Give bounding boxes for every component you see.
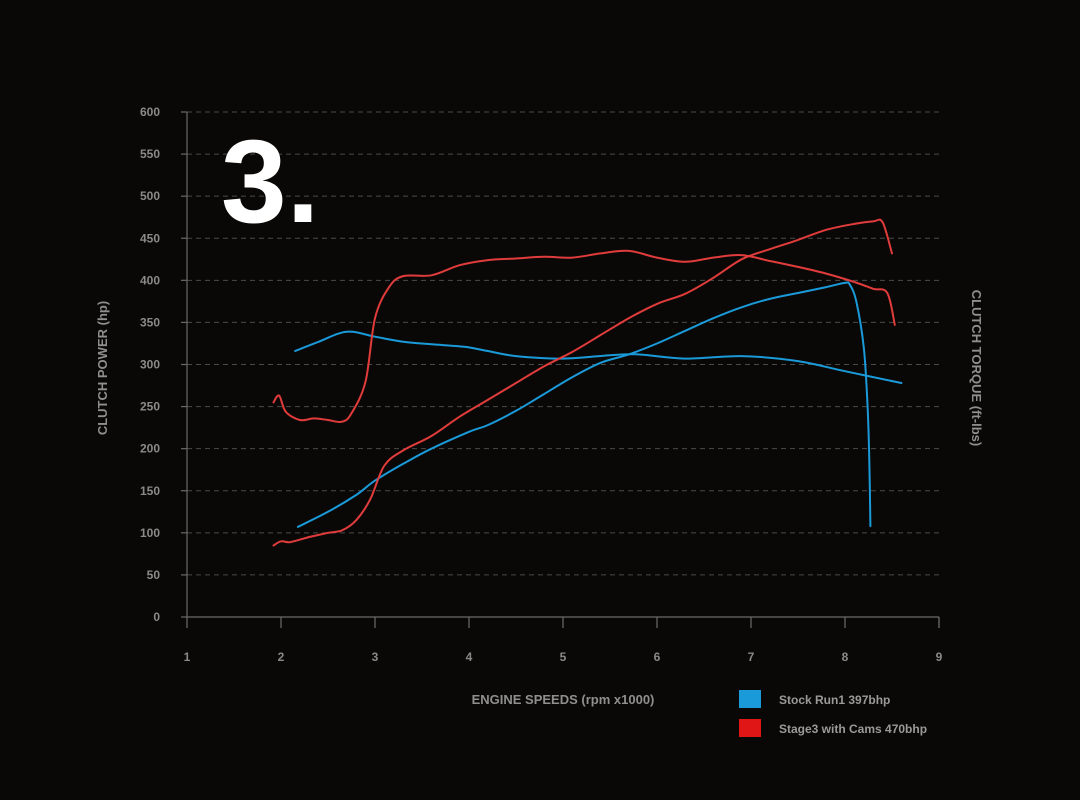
y-tick-label: 550 <box>140 147 160 161</box>
x-tick-label: 3 <box>372 650 379 664</box>
series-line-1 <box>294 330 903 384</box>
series-line-3 <box>272 249 896 424</box>
legend: Stock Run1 397bhp Stage3 with Cams 470bh… <box>739 690 927 737</box>
brand-logo: 3. <box>221 116 319 248</box>
y-tick-label: 200 <box>140 442 160 456</box>
x-tick-label: 7 <box>748 650 755 664</box>
x-tick-label: 2 <box>278 650 285 664</box>
brand-logo-text: 3. <box>221 116 319 248</box>
x-tick-label: 1 <box>184 650 191 664</box>
y-tick-label: 100 <box>140 526 160 540</box>
x-tick-label: 6 <box>654 650 661 664</box>
legend-label-stage3: Stage3 with Cams 470bhp <box>779 722 927 736</box>
y-tick-label: 250 <box>140 400 160 414</box>
x-tick-label: 4 <box>466 650 473 664</box>
x-axis-title: ENGINE SPEEDS (rpm x1000) <box>472 692 655 707</box>
series-line-2 <box>272 218 893 547</box>
y2-axis-title: CLUTCH TORQUE (ft-lbs) <box>969 290 984 446</box>
legend-swatch-stage3 <box>739 719 761 737</box>
legend-swatch-stock <box>739 690 761 708</box>
y-tick-label: 600 <box>140 105 160 119</box>
legend-label-stock: Stock Run1 397bhp <box>779 693 890 707</box>
x-tick-label: 9 <box>936 650 943 664</box>
x-tick-label: 8 <box>842 650 849 664</box>
series-line-0 <box>296 281 872 528</box>
y-tick-label: 300 <box>140 358 160 372</box>
y-tick-label: 450 <box>140 231 160 245</box>
tick-labels: 0 50 100 150 200 250 300 350 400 450 500 550 600 1 2 3 4… <box>140 105 943 664</box>
series-lines <box>272 218 903 547</box>
y-tick-label: 50 <box>147 568 161 582</box>
y-tick-label: 150 <box>140 484 160 498</box>
y-tick-label: 500 <box>140 189 160 203</box>
y-tick-label: 350 <box>140 315 160 329</box>
y-tick-label: 0 <box>153 610 160 624</box>
y-axis-title: CLUTCH POWER (hp) <box>95 301 110 435</box>
y-tick-label: 400 <box>140 273 160 287</box>
x-tick-label: 5 <box>560 650 567 664</box>
